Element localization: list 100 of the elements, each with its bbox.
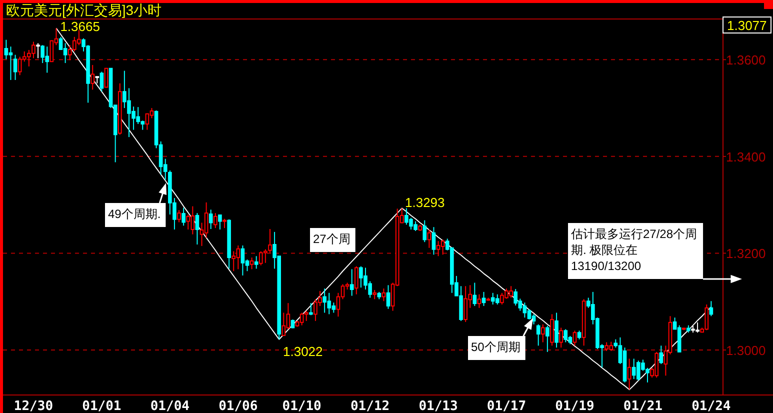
- candlestick: [218, 214, 222, 230]
- candlestick: [314, 298, 318, 322]
- candlestick: [72, 36, 76, 52]
- candlestick: [618, 336, 622, 365]
- candlestick: [40, 44, 44, 64]
- x-tick-label: 01/12: [350, 399, 390, 413]
- candlestick: [546, 325, 550, 352]
- x-tick-label: 01/17: [486, 399, 526, 413]
- candlestick: [158, 140, 163, 176]
- candlestick: [208, 209, 213, 230]
- x-tick-label: 12/30: [14, 399, 54, 413]
- candlestick: [286, 302, 290, 330]
- candlestick: [472, 282, 477, 306]
- candlestick: [332, 302, 336, 314]
- candlestick: [127, 88, 131, 138]
- candlestick: [559, 327, 563, 348]
- candlestick: [641, 359, 645, 372]
- candlestick: [145, 112, 150, 130]
- candlestick: [359, 266, 363, 288]
- candlestick: [268, 228, 272, 254]
- candlestick: [27, 49, 31, 67]
- candlestick: [32, 41, 36, 59]
- candlestick: [195, 212, 200, 246]
- candlestick: [240, 244, 245, 276]
- candlestick: [632, 358, 636, 380]
- candlestick: [609, 341, 614, 352]
- candlestick: [350, 268, 354, 296]
- candlestick: [364, 267, 368, 290]
- candlestick: [514, 288, 518, 306]
- candlestick: [591, 291, 595, 325]
- candlestick: [150, 108, 154, 119]
- candlestick: [132, 106, 136, 130]
- candlestick: [213, 212, 218, 229]
- candlestick: [536, 324, 540, 346]
- candlestick: [58, 36, 63, 50]
- candlestick: [232, 250, 236, 272]
- candlestick: [509, 286, 513, 298]
- candlestick: [495, 294, 500, 306]
- candlestick: [650, 367, 654, 378]
- candlestick: [368, 280, 372, 298]
- candlestick: [309, 302, 313, 316]
- candlestick: [600, 344, 604, 368]
- candlestick: [22, 50, 26, 62]
- candlestick: [522, 302, 527, 318]
- note: 27个周: [310, 228, 356, 252]
- y-tick-label: 1.3000: [726, 342, 766, 358]
- text: 1.3077: [727, 18, 767, 33]
- candlestick: [404, 208, 408, 226]
- candlestick: [245, 259, 250, 272]
- candlestick: [68, 44, 72, 61]
- candlestick: [264, 248, 268, 264]
- candlestick: [36, 42, 40, 59]
- candlestick: [454, 275, 458, 296]
- candlestick: [390, 282, 395, 312]
- x-tick-label: 01/24: [692, 399, 731, 413]
- candlestick: [654, 351, 659, 378]
- candlestick: [13, 54, 18, 80]
- candlestick: [422, 220, 427, 243]
- candlestick: [282, 312, 286, 336]
- candlestick: [272, 231, 276, 270]
- title: 欧元美元[外汇交易]3小时: [6, 2, 162, 18]
- y-tick-label: 1.3200: [726, 246, 766, 262]
- candlestick: [177, 210, 181, 223]
- candlestick: [90, 64, 95, 90]
- candlestick: [4, 39, 8, 60]
- candlestick: [54, 28, 58, 46]
- candlestick: [672, 317, 677, 330]
- candlestick: [136, 106, 140, 125]
- annotation: 1.3665: [60, 19, 100, 34]
- candlestick: [477, 294, 482, 308]
- y-tick-label: 1.3400: [726, 149, 766, 164]
- candlestick: [414, 220, 418, 232]
- candlestick: [659, 345, 664, 365]
- x-tick-label: 01/19: [555, 399, 594, 413]
- candlestick: [82, 38, 86, 52]
- candlestick: [327, 292, 332, 315]
- annotation: 49个周期.: [108, 207, 161, 221]
- candlestick: [382, 288, 386, 302]
- candlestick: [304, 310, 308, 322]
- candlestick: [540, 324, 545, 343]
- note: 估计最多运行27/28个周期. 极限位在 13190/13200: [568, 223, 704, 279]
- candlestick: [336, 292, 340, 318]
- candlestick: [250, 257, 254, 270]
- candlestick: [646, 367, 650, 383]
- candlestick: [518, 298, 522, 312]
- candlestick: [459, 286, 463, 322]
- candlestick: [258, 250, 263, 266]
- candlestick: [709, 300, 714, 317]
- annotation: 估计最多运行27/28个周期. 极限位在 13190/13200: [570, 227, 698, 273]
- candlestick: [572, 330, 577, 346]
- candlestick: [550, 314, 554, 346]
- candlestick: [372, 289, 377, 300]
- candlestick: [63, 42, 68, 64]
- candlestick: [222, 218, 226, 229]
- candlestick: [554, 312, 558, 348]
- candlestick: [696, 322, 700, 334]
- annotation: 1.3022: [283, 344, 323, 359]
- candlestick: [664, 345, 668, 376]
- candlestick: [140, 120, 145, 130]
- candlestick: [468, 284, 472, 308]
